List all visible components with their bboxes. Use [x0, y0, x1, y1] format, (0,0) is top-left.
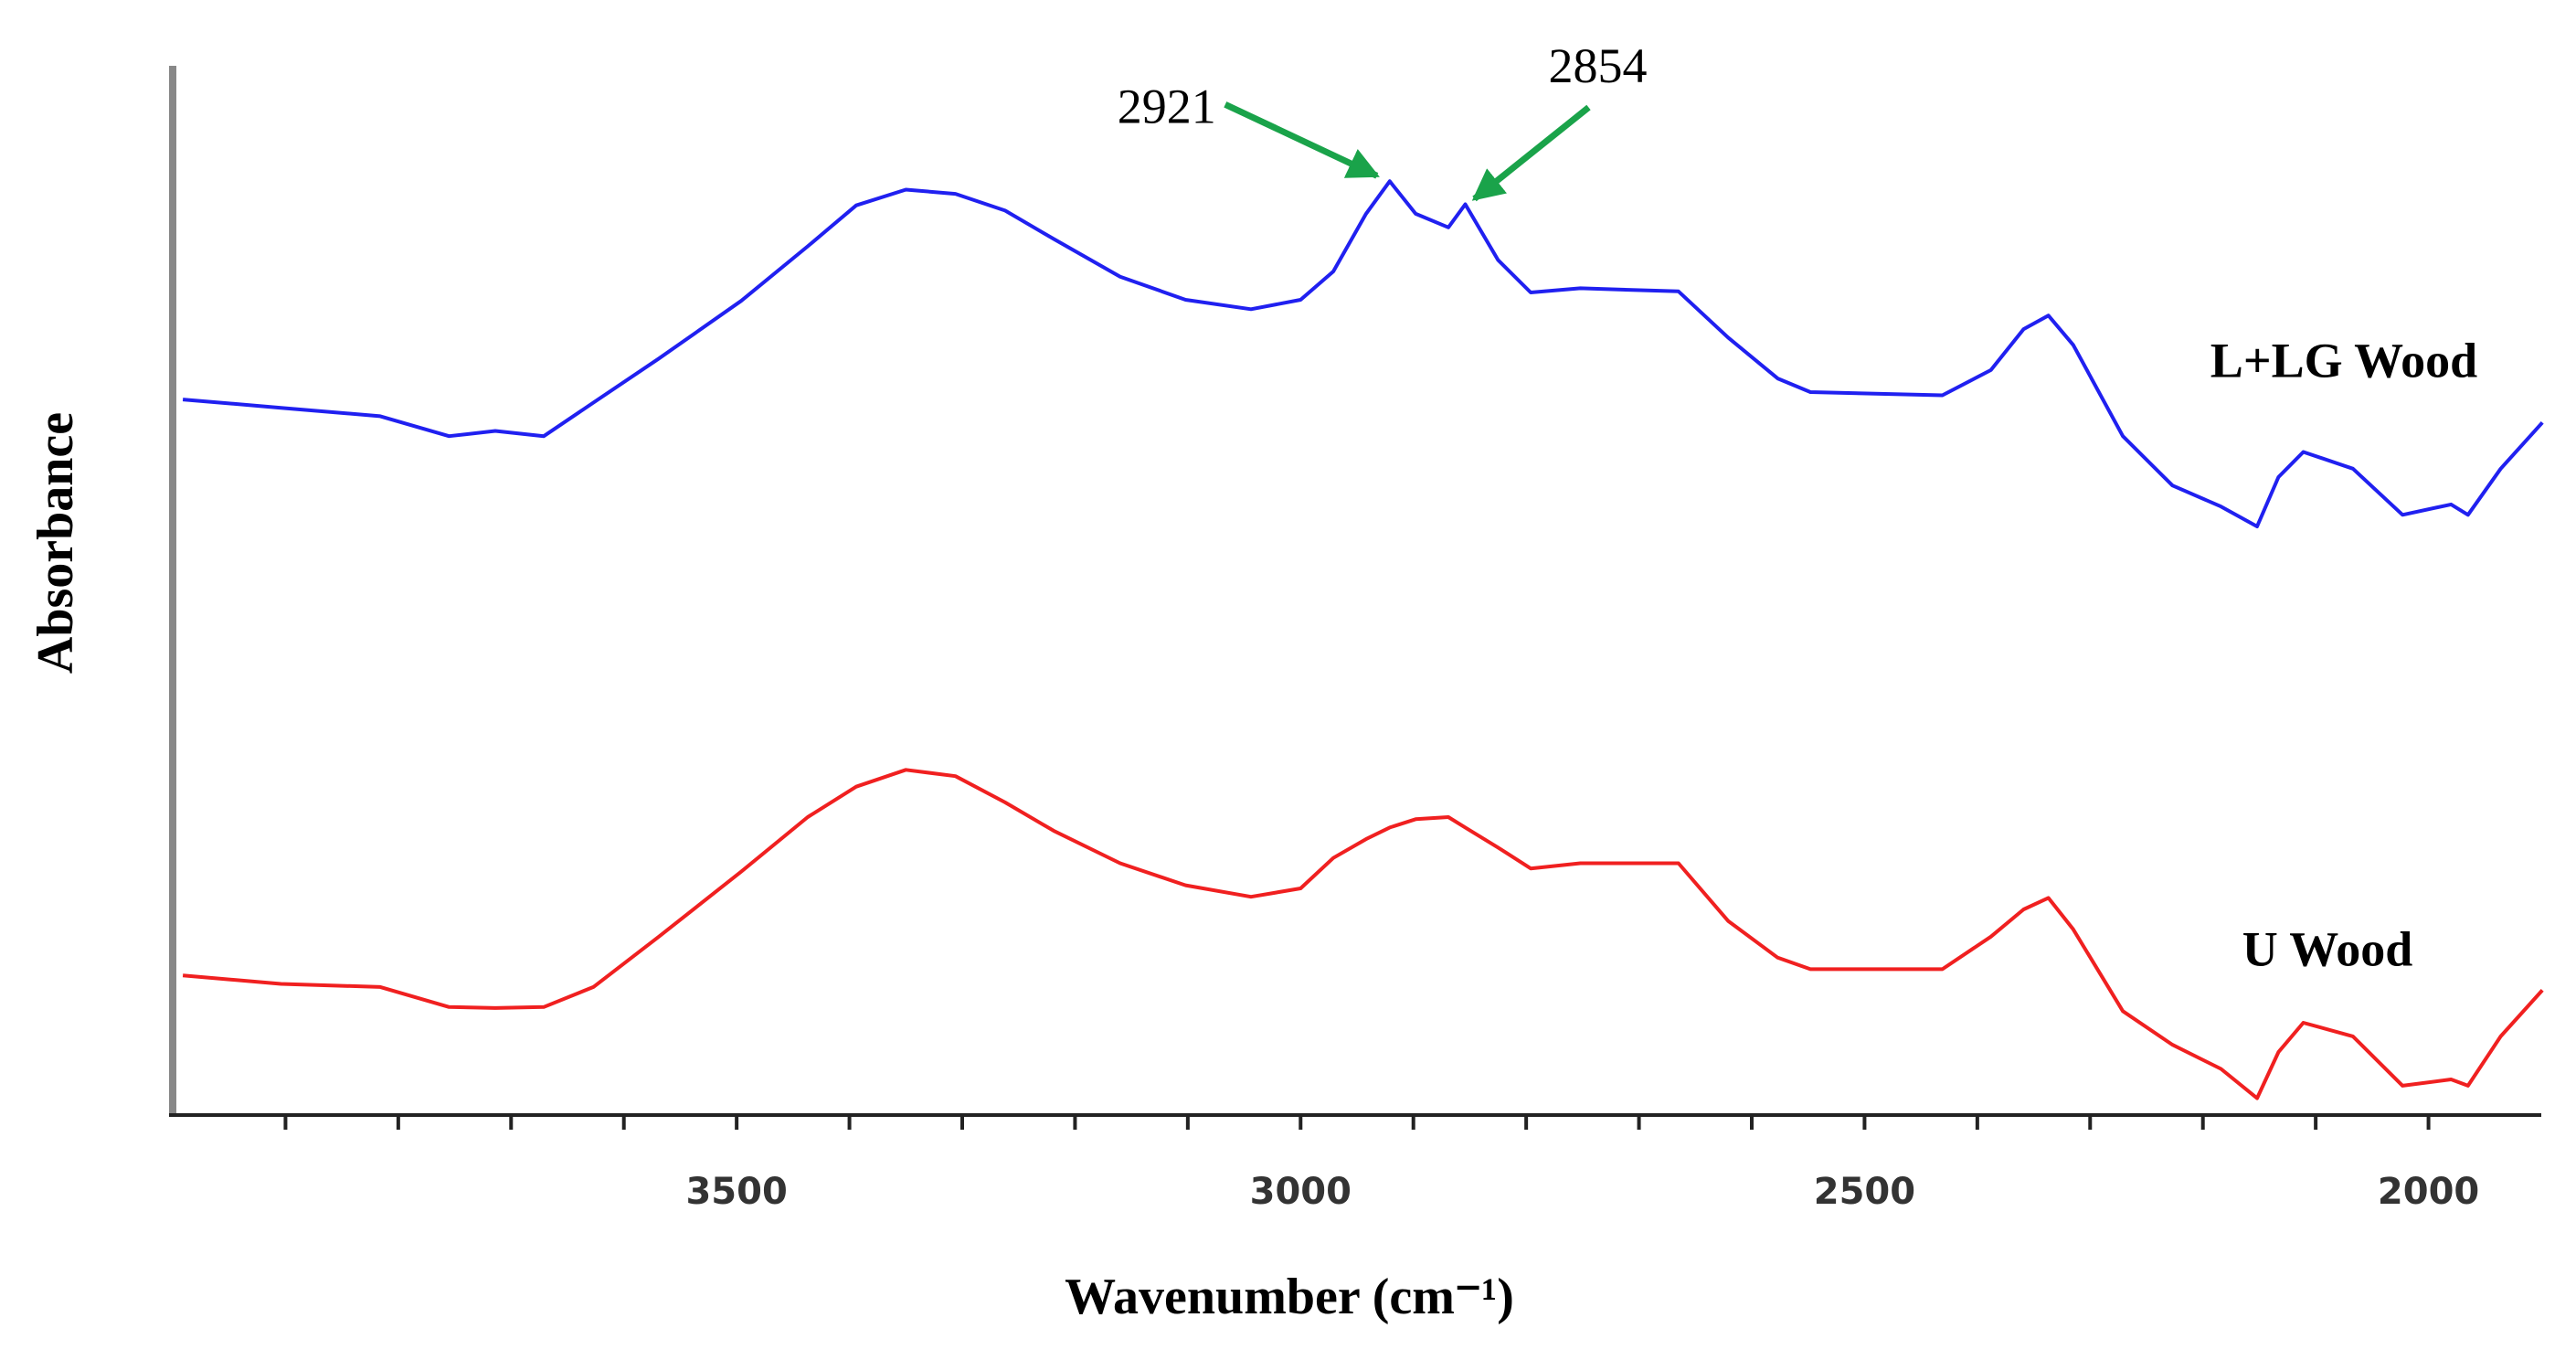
- y-axis-title: Absorbance: [27, 412, 84, 674]
- series-label: U Wood: [2242, 921, 2413, 976]
- x-tick-label: 3000: [1250, 1171, 1352, 1213]
- x-tick-label: 2500: [1814, 1171, 1915, 1213]
- series-line: [182, 768, 2544, 1100]
- annotation-arrow: [1224, 101, 1380, 179]
- x-tick-label: 2000: [2378, 1171, 2479, 1213]
- series-label: L+LG Wood: [2210, 333, 2477, 388]
- annotation-arrow: [1471, 104, 1591, 202]
- series-line: [182, 179, 2544, 528]
- x-axis-title: Wavenumber (cm⁻¹): [1065, 1269, 1514, 1325]
- x-tick-label: 3500: [685, 1171, 787, 1213]
- annotation-label: 2854: [1548, 38, 1647, 93]
- annotation-label: 2921: [1118, 80, 1216, 134]
